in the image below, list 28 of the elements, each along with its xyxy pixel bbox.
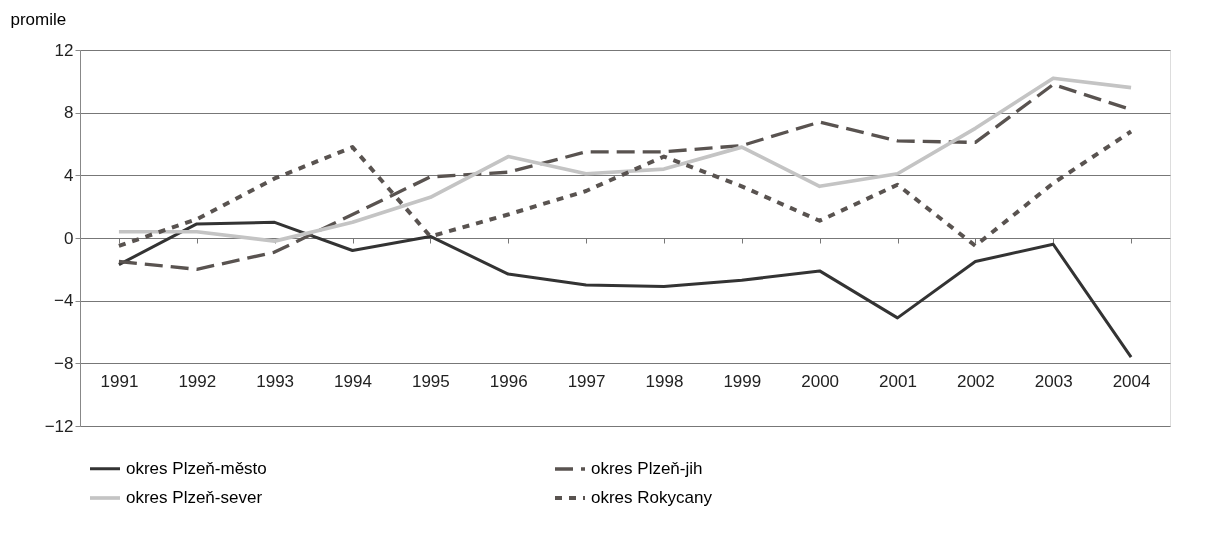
y-tick-label: −12 bbox=[44, 416, 74, 436]
x-tick-label: 1992 bbox=[178, 371, 217, 391]
line-series bbox=[117, 220, 1133, 359]
y-tick-label: 4 bbox=[64, 165, 74, 185]
x-tick-label: 2003 bbox=[1034, 371, 1073, 391]
x-tick-label: 1994 bbox=[334, 371, 372, 391]
x-tick-label: 1991 bbox=[100, 371, 139, 391]
legend-label: okres Rokycany bbox=[591, 488, 713, 507]
legend-label: okres Plzeň-město bbox=[126, 458, 267, 478]
legend-label: okres Plzeň-jih bbox=[591, 459, 703, 478]
x-tick-label: 1996 bbox=[489, 371, 528, 391]
x-tick-label: 1997 bbox=[567, 371, 606, 391]
x-tick-label: 2002 bbox=[956, 371, 995, 391]
legend-label: okres Plzeň-sever bbox=[126, 488, 263, 507]
x-tick-label: 1998 bbox=[645, 371, 684, 391]
y-tick-label: 8 bbox=[64, 103, 74, 123]
x-tick-label: 1995 bbox=[411, 371, 450, 391]
y-tick-label: −8 bbox=[54, 353, 74, 373]
x-tick-label: 1999 bbox=[723, 371, 762, 391]
x-tick-label: 2004 bbox=[1112, 371, 1151, 391]
y-tick-label: −4 bbox=[54, 291, 74, 311]
line-series bbox=[117, 76, 1133, 243]
y-axis-title: promile bbox=[10, 9, 67, 29]
y-tick-label: 0 bbox=[64, 228, 74, 248]
y-tick-label: 12 bbox=[54, 40, 74, 60]
x-tick-label: 1993 bbox=[256, 371, 295, 391]
x-tick-label: 2000 bbox=[801, 371, 840, 391]
x-tick-label: 2001 bbox=[879, 371, 917, 391]
